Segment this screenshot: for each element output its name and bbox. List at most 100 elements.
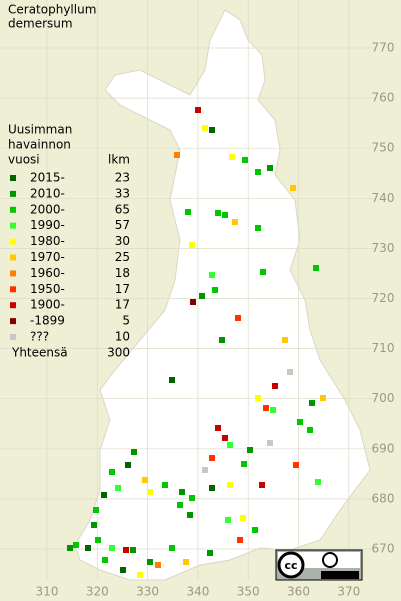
observation — [267, 440, 273, 446]
legend-count: 23 — [115, 171, 130, 185]
observation — [202, 125, 208, 131]
legend-label: 1970- — [30, 250, 65, 264]
observation — [240, 515, 246, 521]
svg-text:cc: cc — [284, 559, 297, 572]
observation — [235, 315, 241, 321]
observation — [227, 482, 233, 488]
legend-swatch — [10, 190, 16, 197]
legend-swatch — [10, 302, 16, 309]
observation — [199, 293, 205, 299]
observation — [185, 209, 191, 215]
y-tick-label: 730 — [372, 241, 395, 255]
cc-badge: cc — [275, 549, 363, 581]
observation — [189, 495, 195, 501]
legend-swatch — [10, 334, 16, 340]
observation — [215, 210, 221, 216]
observation — [189, 242, 195, 248]
y-tick-label: 770 — [372, 41, 395, 55]
y-tick-label: 720 — [372, 291, 395, 305]
y-tick-label: 680 — [372, 491, 395, 505]
legend-header: havainnon — [8, 138, 71, 152]
observation — [179, 489, 185, 495]
legend-swatch — [10, 318, 16, 325]
observation — [222, 212, 228, 218]
observation — [147, 489, 153, 495]
legend-swatch — [10, 238, 16, 245]
y-tick-label: 740 — [372, 191, 395, 205]
observation — [219, 337, 225, 343]
legend-count: 10 — [115, 330, 130, 344]
observation — [222, 435, 228, 441]
legend-total: 300 — [107, 345, 130, 359]
observation — [237, 537, 243, 543]
finland — [74, 9, 371, 581]
legend-label: 1990- — [30, 218, 65, 232]
observation — [95, 537, 101, 543]
observation — [209, 485, 215, 491]
legend-count: 17 — [115, 282, 130, 296]
legend-count: 18 — [115, 266, 130, 280]
legend-count: 25 — [115, 250, 130, 264]
observation — [227, 442, 233, 448]
observation — [297, 419, 303, 425]
observation — [123, 547, 129, 553]
observation — [115, 485, 121, 491]
observation — [315, 479, 321, 485]
legend-count: 30 — [115, 234, 130, 248]
observation — [85, 545, 91, 551]
observation — [147, 559, 153, 565]
legend-label: 2000- — [30, 202, 65, 216]
y-tick-label: 760 — [372, 91, 395, 105]
observation — [272, 383, 278, 389]
observation — [287, 369, 293, 375]
observation — [282, 337, 288, 343]
observation — [252, 527, 258, 533]
x-tick-label: 320 — [86, 585, 109, 599]
observation — [241, 461, 247, 467]
observation — [91, 522, 97, 528]
observation — [209, 127, 215, 133]
legend-count: 57 — [115, 218, 130, 232]
observation — [307, 427, 313, 433]
observation — [174, 152, 180, 158]
observation — [255, 225, 261, 231]
observation — [155, 562, 161, 568]
observation — [215, 425, 221, 431]
legend-header: vuosi — [8, 153, 40, 167]
observation — [313, 265, 319, 271]
legend-count: 65 — [115, 202, 130, 216]
observation — [255, 395, 261, 401]
legend-label: 2015- — [30, 171, 65, 185]
observation — [207, 550, 213, 556]
observation — [101, 492, 107, 498]
legend-header: Uusimman — [8, 123, 72, 137]
observation — [263, 405, 269, 411]
observation — [209, 455, 215, 461]
legend-count: 5 — [122, 314, 130, 328]
legend-header: lkm — [108, 153, 130, 167]
legend-swatch — [10, 270, 16, 277]
y-tick-label: 690 — [372, 441, 395, 455]
observation — [320, 395, 326, 401]
observation — [169, 377, 175, 383]
observation — [293, 462, 299, 468]
legend-count: 33 — [115, 186, 130, 200]
legend-label: 1900- — [30, 298, 65, 312]
y-tick-label: 700 — [372, 391, 395, 405]
x-tick-label: 340 — [186, 585, 209, 599]
legend-label: 1960- — [30, 266, 65, 280]
legend-label: 2010- — [30, 186, 65, 200]
observation — [270, 407, 276, 413]
observation — [142, 477, 148, 483]
legend-swatch — [10, 222, 16, 229]
x-tick-label: 370 — [337, 585, 360, 599]
observation — [267, 165, 273, 171]
observation — [290, 185, 296, 191]
observation — [187, 512, 193, 518]
legend-count: 17 — [115, 298, 130, 312]
x-tick-label: 330 — [136, 585, 159, 599]
legend-swatch — [10, 254, 16, 261]
observation — [102, 557, 108, 563]
observation — [212, 287, 218, 293]
